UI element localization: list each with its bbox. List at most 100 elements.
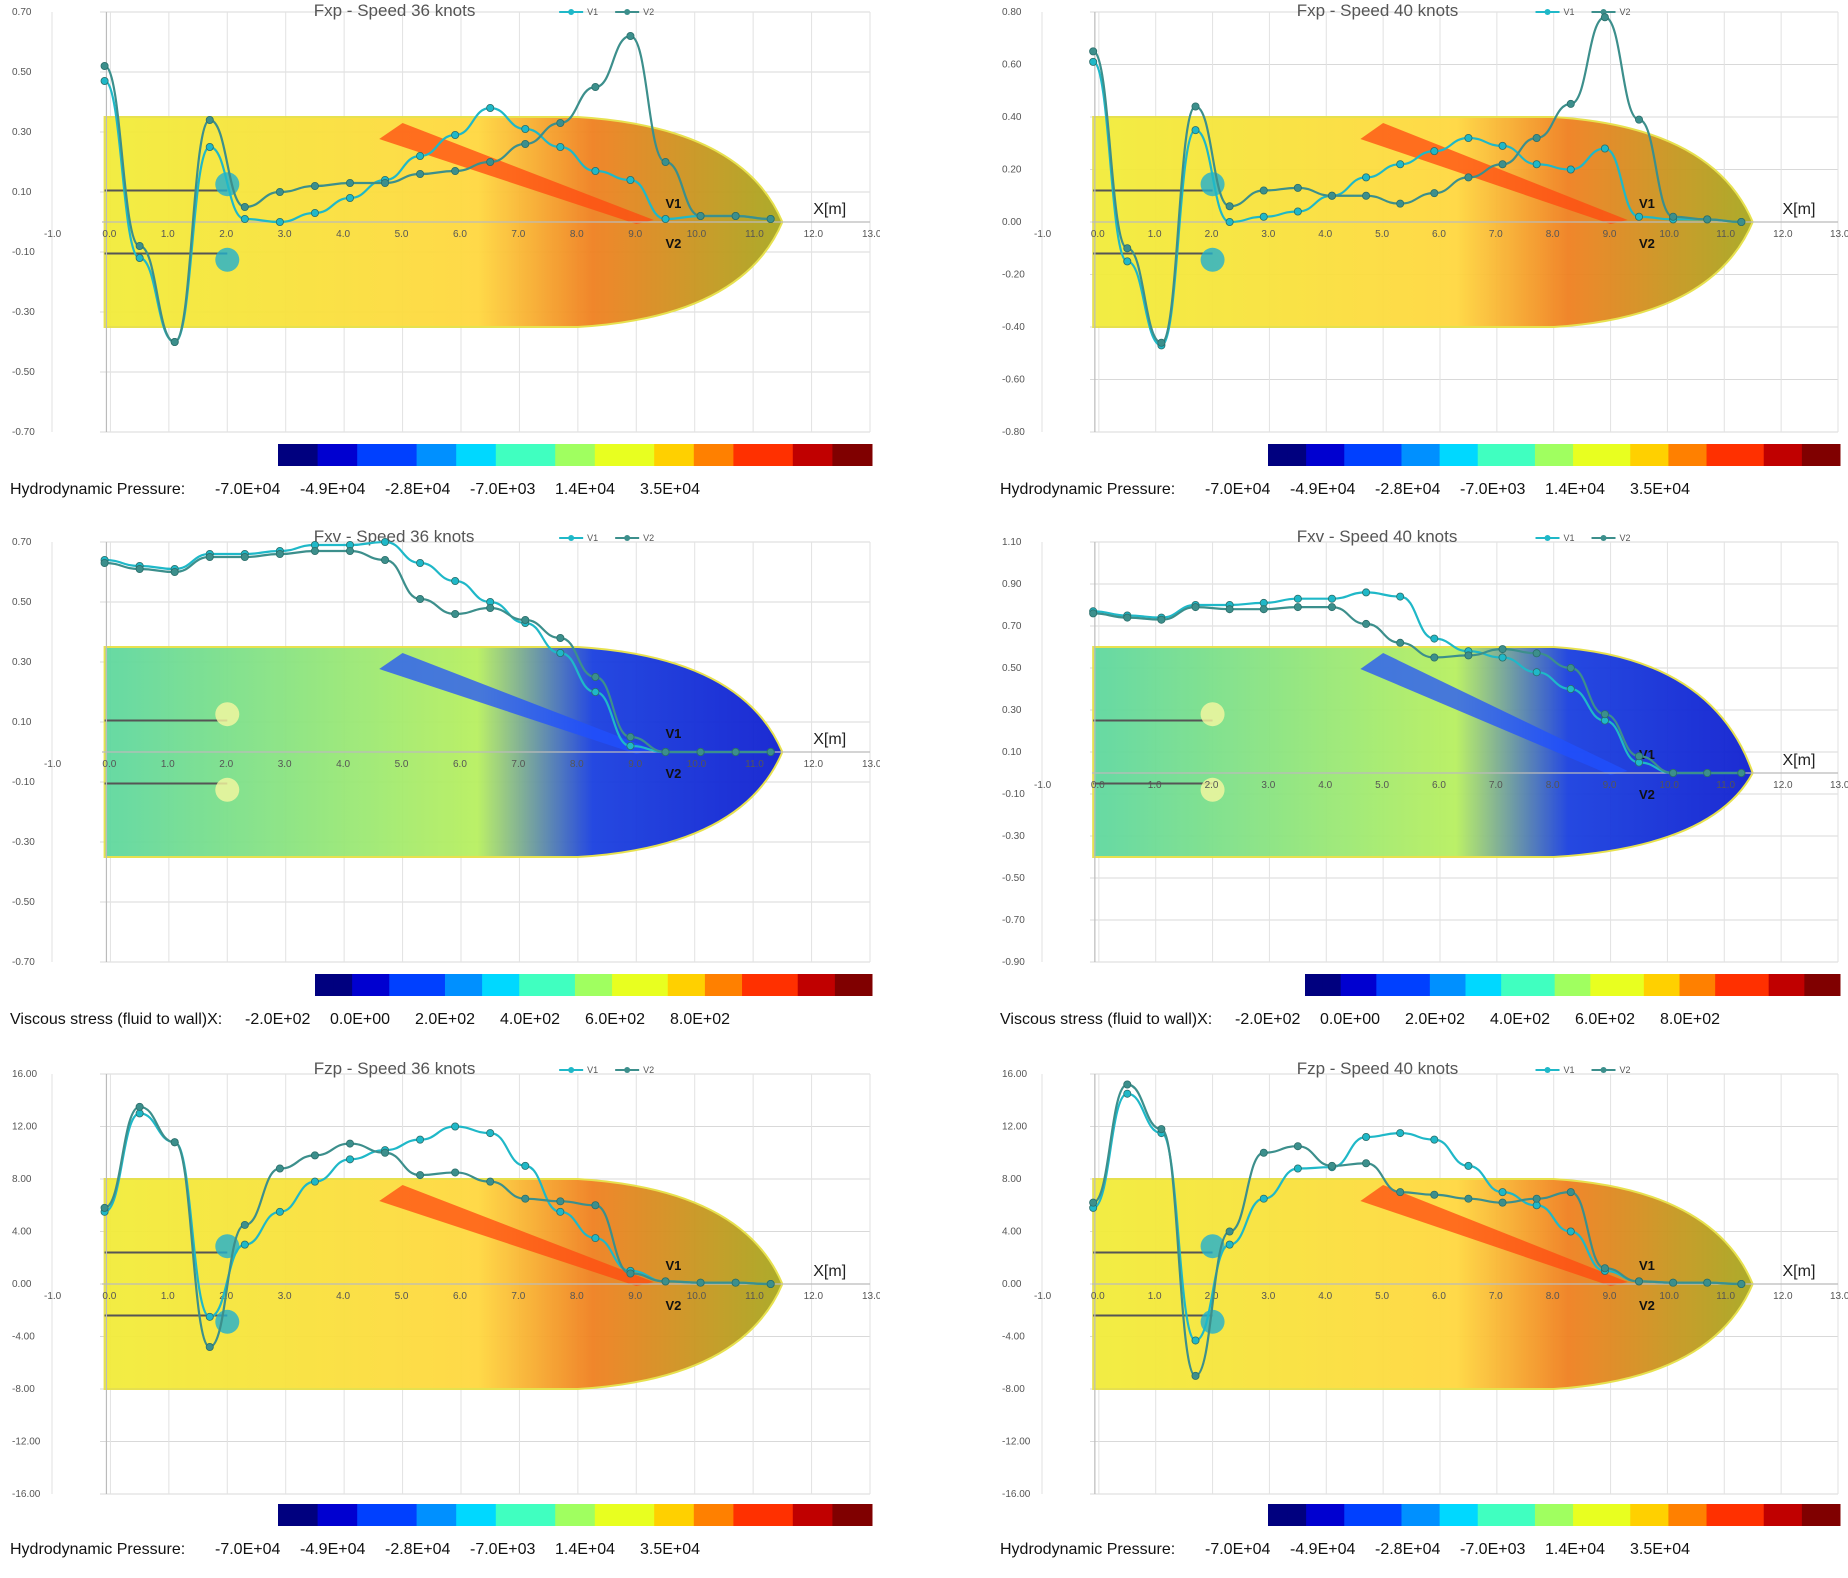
data-point-v1 xyxy=(1293,1164,1302,1173)
legend-label: V1 xyxy=(1564,1065,1575,1075)
colorbar-tick-label: 1.4E+04 xyxy=(1545,481,1605,498)
data-point-v1 xyxy=(345,193,354,202)
colorbar-tick-label: 6.0E+02 xyxy=(1575,1011,1635,1028)
data-point-v2 xyxy=(1293,603,1302,612)
x-tick-label: 4.0 xyxy=(1318,1291,1332,1302)
hull-bubble xyxy=(1200,1234,1225,1259)
x-tick-label: 9.0 xyxy=(1603,229,1617,240)
colorbar-tick-label: -2.0E+02 xyxy=(245,1011,310,1028)
colorbar-segment xyxy=(1554,444,1574,466)
colorbar-segment xyxy=(426,974,446,996)
hull-bubble xyxy=(215,247,240,272)
y-tick-label: 0.10 xyxy=(1002,747,1022,758)
colorbar-segment xyxy=(337,1504,358,1526)
colorbar-segment xyxy=(333,974,353,996)
data-point-v2 xyxy=(1396,1188,1405,1197)
colorbar-segment xyxy=(436,444,457,466)
data-point-v2 xyxy=(100,559,109,568)
data-point-v2 xyxy=(381,556,390,565)
hull-bubble xyxy=(1200,1309,1225,1334)
hull-bubble xyxy=(215,702,240,727)
x-tick-label: -1.0 xyxy=(1034,1291,1052,1302)
colorbar-segment xyxy=(649,974,669,996)
y-tick-label: 0.50 xyxy=(12,67,32,78)
colorbar-segment xyxy=(1287,444,1307,466)
data-point-v2 xyxy=(1327,603,1336,612)
y-tick-label: 0.00 xyxy=(1002,1279,1022,1290)
data-point-v1 xyxy=(1566,165,1575,174)
hull-label-v1: V1 xyxy=(1639,1258,1655,1273)
chart-panel-fxv40: 1.10 0.90 0.70 0.50 0.30 0.10 -0.10 -0.30 -0.50 -… xyxy=(990,520,1848,1050)
x-tick-label: 4.0 xyxy=(1318,229,1332,240)
x-tick-label: 12.0 xyxy=(1773,229,1793,240)
colorbar-segment xyxy=(1768,974,1787,996)
colorbar-segment xyxy=(723,974,743,996)
data-point-v2 xyxy=(1089,47,1098,56)
hull-label-v2: V2 xyxy=(1639,1298,1655,1313)
colorbar-segment xyxy=(297,444,319,466)
legend-marker xyxy=(624,1067,631,1073)
data-point-v1 xyxy=(521,125,530,134)
data-point-v2 xyxy=(416,1171,425,1180)
colorbar-segment xyxy=(742,974,762,996)
colorbar-tick-label: -4.9E+04 xyxy=(1290,1541,1355,1558)
colorbar-segment xyxy=(773,1504,794,1526)
x-tick-label: 10.0 xyxy=(687,1291,707,1302)
colorbar-segment xyxy=(495,444,517,466)
colorbar-segment xyxy=(476,1504,497,1526)
x-tick-label: 7.0 xyxy=(511,759,525,770)
data-point-v2 xyxy=(521,1194,530,1203)
data-point-v2 xyxy=(451,166,460,175)
x-axis-label: X[m] xyxy=(813,731,846,748)
x-tick-label: 10.0 xyxy=(1659,229,1679,240)
data-point-v2 xyxy=(1498,1198,1507,1207)
data-point-v1 xyxy=(1464,133,1473,142)
data-point-v2 xyxy=(1464,651,1473,660)
x-tick-label: 5.0 xyxy=(395,1291,409,1302)
x-tick-label: 13.0 xyxy=(1830,780,1848,791)
colorbar-segment xyxy=(1477,444,1498,466)
colorbar-segment xyxy=(1750,974,1770,996)
data-point-v2 xyxy=(696,211,705,220)
colorbar-segment xyxy=(1363,444,1383,466)
data-point-v2 xyxy=(1362,1159,1371,1168)
colorbar-segment xyxy=(1465,974,1484,996)
data-point-v2 xyxy=(661,747,670,756)
data-point-v2 xyxy=(170,1138,179,1147)
data-point-v2 xyxy=(1635,1277,1644,1286)
y-tick-label: -0.70 xyxy=(12,957,35,968)
data-point-v2 xyxy=(591,83,600,92)
y-tick-label: -0.10 xyxy=(12,247,35,258)
data-point-v2 xyxy=(1396,199,1405,208)
data-point-v1 xyxy=(451,130,460,139)
data-point-v2 xyxy=(1464,1194,1473,1203)
x-tick-label: -1.0 xyxy=(44,1291,62,1302)
x-tick-label: 7.0 xyxy=(511,229,525,240)
data-point-v2 xyxy=(170,568,179,577)
colorbar-tick-label: 4.0E+02 xyxy=(1490,1011,1550,1028)
x-tick-label: 8.0 xyxy=(570,759,584,770)
data-point-v2 xyxy=(310,546,319,555)
x-tick-label: 13.0 xyxy=(1830,1291,1848,1302)
series-line-v1 xyxy=(1092,1092,1742,1342)
legend-marker xyxy=(1544,535,1551,541)
y-tick-label: 16.00 xyxy=(1002,1069,1027,1080)
data-point-v2 xyxy=(100,1203,109,1212)
data-point-v2 xyxy=(766,214,775,223)
data-point-v1 xyxy=(661,214,670,223)
x-tick-label: 7.0 xyxy=(1489,780,1503,791)
x-tick-label: 1.0 xyxy=(161,1291,175,1302)
data-point-v2 xyxy=(626,732,635,741)
colorbar-segment xyxy=(1519,974,1538,996)
legend-label: V2 xyxy=(643,7,654,17)
hull-label-v1: V1 xyxy=(1639,747,1655,762)
hull-ridge xyxy=(1360,123,1628,224)
data-point-v1 xyxy=(135,1109,144,1118)
series-line-v2 xyxy=(104,34,771,344)
chart-svg-fxp36: 0.70 0.50 0.30 0.10 -0.10 -0.30 -0.50 -0.70 -1.0… xyxy=(10,1,880,498)
colorbar-segment xyxy=(1344,444,1364,466)
data-point-v2 xyxy=(1566,1188,1575,1197)
y-tick-label: -16.00 xyxy=(12,1489,41,1500)
data-point-v1 xyxy=(240,1240,249,1249)
data-point-v2 xyxy=(1259,1148,1268,1157)
